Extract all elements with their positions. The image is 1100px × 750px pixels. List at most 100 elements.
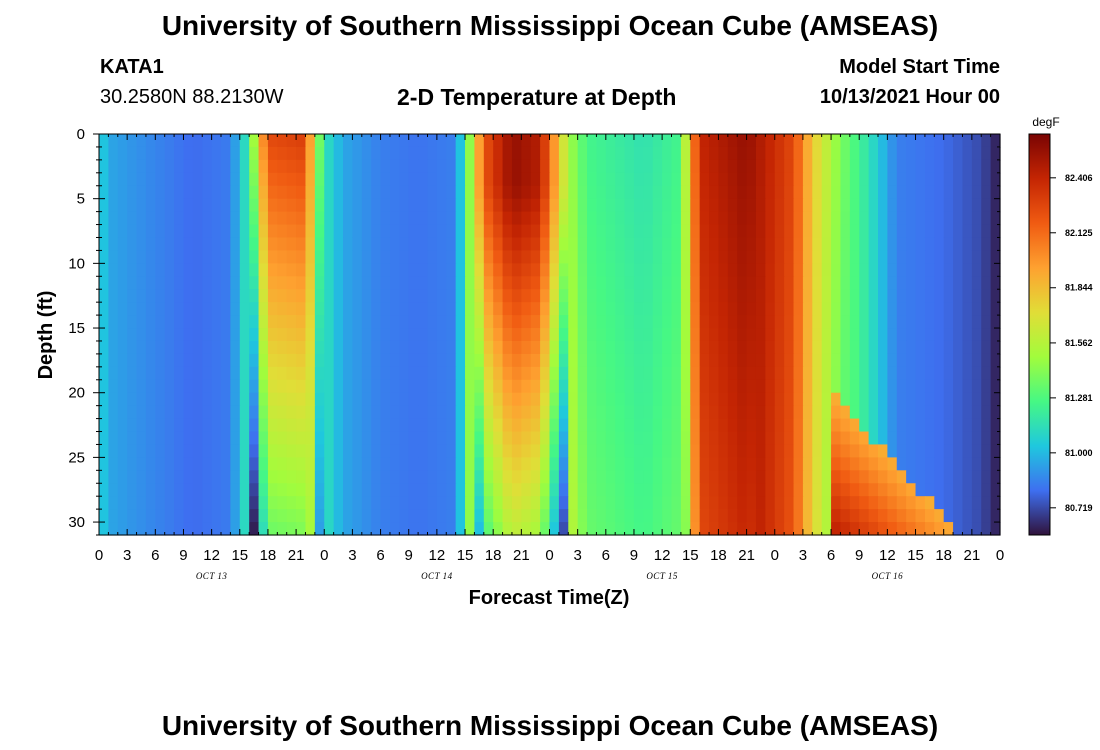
heatmap-cell — [521, 431, 532, 446]
heatmap-cell — [596, 172, 607, 187]
heatmap-cell — [267, 302, 278, 316]
heatmap-cell — [896, 224, 907, 239]
heatmap-cell — [737, 392, 748, 407]
heatmap-cell — [343, 431, 354, 446]
heatmap-cell — [155, 146, 166, 161]
heatmap-cell — [643, 211, 654, 226]
heatmap-cell — [821, 263, 832, 277]
heatmap-cell — [455, 509, 466, 523]
heatmap-cell — [305, 146, 316, 161]
heatmap-cell — [859, 483, 870, 497]
heatmap-cell — [127, 457, 138, 471]
heatmap-cell — [859, 276, 870, 290]
heatmap-cell — [221, 276, 231, 290]
heatmap-cell — [821, 379, 832, 394]
heatmap-cell — [596, 405, 607, 420]
y-tick-label: 25 — [68, 449, 85, 466]
heatmap-cell — [511, 509, 522, 523]
heatmap-cell — [718, 263, 729, 277]
heatmap-cell — [465, 405, 476, 420]
heatmap-cell — [155, 431, 166, 446]
heatmap-cell — [493, 496, 504, 510]
heatmap-cell — [361, 444, 372, 458]
heatmap-cell — [699, 522, 710, 536]
heatmap-cell — [755, 418, 766, 433]
heatmap-cell — [352, 340, 363, 355]
heatmap-cell — [183, 302, 194, 316]
heatmap-cell — [793, 159, 804, 174]
heatmap-cell — [549, 366, 560, 381]
heatmap-cell — [183, 276, 194, 290]
heatmap-cell — [277, 134, 288, 148]
heatmap-cell — [831, 224, 842, 239]
heatmap-cell — [727, 276, 738, 290]
heatmap-cell — [230, 224, 241, 239]
heatmap-cell — [324, 392, 335, 407]
heatmap-cell — [643, 483, 654, 497]
heatmap-cell — [108, 522, 119, 536]
heatmap-cell — [474, 263, 485, 277]
heatmap-cell — [108, 483, 119, 497]
heatmap-cell — [812, 198, 823, 213]
heatmap-cell — [511, 237, 522, 252]
heatmap-cell — [174, 418, 185, 433]
y-tick-label: 10 — [68, 255, 85, 272]
heatmap-cell — [943, 392, 954, 407]
heatmap-cell — [343, 340, 354, 355]
heatmap-cell — [699, 315, 710, 329]
heatmap-cell — [108, 315, 119, 329]
heatmap-cell — [784, 276, 795, 290]
heatmap-cell — [906, 211, 917, 226]
heatmap-cell — [605, 392, 616, 407]
heatmap-cell — [915, 159, 926, 174]
heatmap-cell — [202, 315, 213, 329]
heatmap-cell — [549, 315, 560, 329]
heatmap-cell — [558, 366, 569, 381]
heatmap-cell — [277, 237, 288, 252]
heatmap-cell — [202, 250, 213, 264]
heatmap-cell — [718, 405, 729, 420]
heatmap-cell — [221, 328, 231, 342]
heatmap-cell — [596, 470, 607, 484]
y-axis-title: Depth (ft) — [35, 291, 57, 380]
heatmap-cell — [277, 198, 288, 213]
heatmap-cell — [174, 276, 185, 290]
heatmap-cell — [652, 185, 663, 200]
heatmap-cell — [324, 418, 335, 433]
heatmap-cell — [239, 211, 250, 226]
heatmap-cell — [812, 340, 823, 355]
heatmap-cell — [615, 250, 626, 264]
heatmap-cell — [709, 483, 720, 497]
heatmap-cell — [202, 379, 213, 394]
heatmap-cell — [896, 263, 907, 277]
heatmap-cell — [446, 250, 457, 264]
heatmap-cell — [643, 146, 654, 161]
heatmap-cell — [765, 185, 776, 200]
heatmap-cell — [643, 328, 654, 342]
heatmap-cell — [737, 444, 748, 458]
heatmap-cell — [277, 366, 288, 381]
heatmap-cell — [633, 289, 644, 303]
heatmap-cell — [906, 418, 917, 433]
heatmap-cell — [924, 418, 935, 433]
model-start-value: 10/13/2021 Hour 00 — [819, 86, 1000, 108]
heatmap-cell — [267, 496, 278, 510]
heatmap-cell — [802, 457, 813, 471]
heatmap-cell — [549, 496, 560, 510]
heatmap-cell — [887, 392, 898, 407]
heatmap-cell — [746, 328, 757, 342]
heatmap-cell — [774, 315, 785, 329]
heatmap-cell — [136, 276, 147, 290]
heatmap-cell — [314, 250, 325, 264]
heatmap-cell — [699, 328, 710, 342]
heatmap-cell — [164, 509, 175, 523]
heatmap-cell — [333, 522, 344, 536]
heatmap-cell — [277, 315, 288, 329]
heatmap-cell — [183, 444, 194, 458]
heatmap-cell — [831, 198, 842, 213]
heatmap-cell — [286, 522, 297, 536]
heatmap-cell — [605, 353, 616, 368]
heatmap-cell — [343, 146, 354, 161]
heatmap-cell — [296, 289, 307, 303]
